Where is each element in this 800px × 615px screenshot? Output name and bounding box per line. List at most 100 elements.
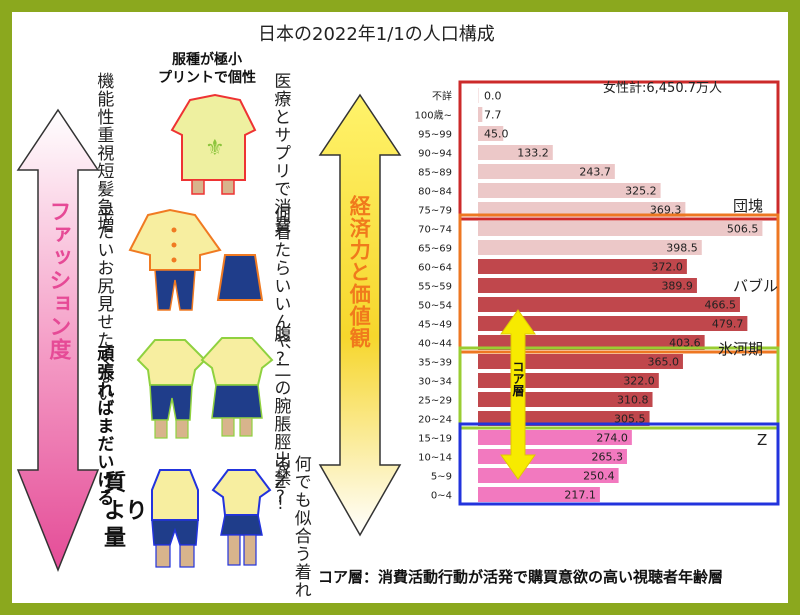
bar-value-label: 310.8	[617, 394, 649, 407]
tshirt-shorts-illustration	[136, 339, 207, 439]
category-label: 100歳~	[415, 110, 452, 122]
bar-value-label: 389.9	[661, 280, 693, 293]
bar-value-label: 45.0	[484, 128, 509, 141]
category-label: 60~64	[418, 263, 452, 274]
row1-right-line-1: 医療と	[270, 72, 291, 126]
economy-arrow-shape	[318, 93, 402, 537]
category-label: 65~69	[418, 244, 452, 255]
bar-value-label: 322.0	[623, 375, 655, 388]
category-label: 10~14	[418, 453, 452, 464]
bar-55~59	[478, 278, 697, 293]
row3-left-text: 頑張ればまだいける	[93, 345, 113, 507]
row1-right-text: 医療とサプリで消費	[270, 72, 290, 234]
category-label: 90~94	[418, 149, 452, 160]
bar-value-label: 7.7	[484, 109, 502, 122]
blouse-skirt-illustration	[200, 337, 274, 437]
row2-right-text: 何着たらいいんや?	[270, 205, 290, 370]
category-label: 不詳	[432, 90, 452, 103]
category-label: 80~84	[418, 187, 452, 198]
row4-left-text: 質 より 量	[104, 470, 148, 553]
economy-arrow-label: 経済力と価値観	[347, 195, 372, 349]
bar-60~64	[478, 259, 687, 274]
bar-85~89	[478, 164, 615, 179]
row4-left-line-1: 質	[104, 471, 127, 496]
bar-75~79	[478, 202, 686, 217]
category-label: 85~89	[418, 168, 452, 179]
category-label: 20~24	[418, 415, 452, 426]
row3-right-line-1: 腹、二の腕	[270, 325, 291, 415]
category-label: 5~9	[431, 472, 452, 483]
bar-90~94	[478, 145, 553, 160]
group-label: 氷河期	[718, 340, 763, 358]
category-label: 55~59	[418, 282, 452, 293]
bar-40~44	[478, 335, 705, 350]
category-label: 25~29	[418, 396, 452, 407]
coat-illustration	[128, 208, 222, 311]
row2-left-line-2: 見せたくない	[93, 295, 114, 403]
bar-value-label: 265.3	[591, 451, 623, 464]
skirt-illustration	[216, 254, 264, 301]
group-box-hyogaki	[458, 346, 780, 430]
row4-right-line-1: 何でも似合う	[290, 455, 311, 563]
bar-65~69	[478, 240, 702, 255]
bar-value-label: 243.7	[579, 166, 611, 179]
row2-right-line-2: いいんや?	[270, 277, 291, 370]
row1-right-line-2: サプリで消費	[270, 126, 291, 234]
row2-right-line-1: 何着たら	[270, 205, 291, 277]
bar-value-label: 325.2	[625, 185, 657, 198]
bar-value-label: 250.4	[583, 470, 615, 483]
bar-value-label: 274.0	[596, 432, 628, 445]
bar-50~54	[478, 297, 740, 312]
bar-100歳~	[478, 107, 483, 122]
category-label: 30~34	[418, 377, 452, 388]
category-label: 95~99	[418, 130, 452, 141]
row1-left-line-2: 短髪急増	[93, 162, 114, 234]
svg-text:⚜: ⚜	[205, 136, 225, 161]
bar-70~74	[478, 221, 763, 236]
bar-95~99	[478, 126, 504, 141]
bar-value-label: 369.3	[650, 204, 682, 217]
category-label: 50~54	[418, 301, 452, 312]
row2-left-line-1: 平たいお尻	[93, 205, 114, 295]
category-label: 15~19	[418, 434, 452, 445]
group-label: Z	[757, 431, 767, 449]
group-label: バブル	[733, 277, 778, 295]
bar-value-label: 0.0	[484, 90, 502, 103]
bar-value-label: 305.5	[614, 413, 646, 426]
bar-value-label: 372.0	[651, 261, 683, 274]
category-label: 45~49	[418, 320, 452, 331]
bar-不詳	[478, 88, 479, 103]
bar-value-label: 479.7	[712, 318, 744, 331]
row3-left-line-1: 頑張れば	[93, 345, 114, 417]
bar-value-label: 403.6	[669, 337, 701, 350]
row2-left-text: 平たいお尻見せたくない	[93, 205, 113, 403]
bar-value-label: 506.5	[727, 223, 759, 236]
bar-value-label: 398.5	[666, 242, 698, 255]
row4-right-text: 何でも似合う着れるZ!	[270, 455, 311, 615]
row4-right-line-2: 着れるZ!	[270, 455, 311, 599]
row1-left-text: 機能性重視短髪急増	[93, 72, 113, 234]
category-label: 75~79	[418, 206, 452, 217]
fashion-arrow-label: ファッション度	[45, 200, 71, 361]
group-label: 団塊	[733, 197, 763, 215]
category-label: 40~44	[418, 339, 452, 350]
tanktop-shorts-illustration	[151, 469, 199, 568]
row4-left-line-3: 量	[104, 526, 127, 551]
core-arrow	[500, 309, 536, 480]
bar-80~84	[478, 183, 661, 198]
footer-note: コア層：消費活動行動が活発で購買意欲の高い視聴者年齢層	[318, 568, 724, 586]
bar-value-label: 365.0	[647, 356, 679, 369]
bar-value-label: 217.1	[564, 489, 596, 502]
dress-illustration-1: ⚜	[170, 93, 257, 195]
row3-right-text: 腹、二の腕脹脛出禁?	[270, 325, 290, 508]
fashion-arrow-shape	[16, 108, 100, 573]
row4-left-line-2: より	[104, 498, 148, 524]
header-caption: 服種が極小 プリントで個性	[158, 52, 256, 86]
bar-0~4	[478, 487, 600, 502]
bar-35~39	[478, 354, 683, 369]
category-label: 35~39	[418, 358, 452, 369]
bar-value-label: 133.2	[517, 147, 549, 160]
core-label: コア層	[511, 361, 525, 398]
